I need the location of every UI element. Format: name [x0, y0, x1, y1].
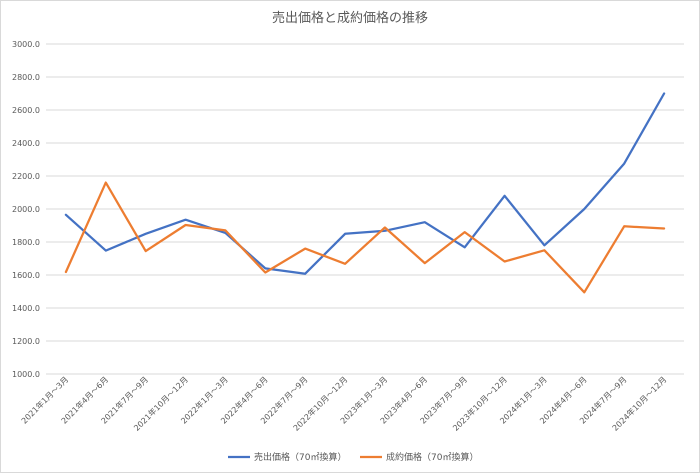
series-1-point — [463, 246, 465, 248]
series-2-point — [264, 271, 266, 273]
series-line-2 — [64, 181, 666, 294]
series-2-point — [144, 250, 146, 252]
series-2-point — [424, 262, 426, 264]
series-1-point — [503, 195, 505, 197]
series-2-point — [304, 247, 306, 249]
y-tick-label: 2600.0 — [12, 106, 40, 115]
series-1-point — [344, 233, 346, 235]
series-2-point — [184, 224, 186, 226]
series-1-point — [304, 272, 306, 274]
y-tick-label: 1400.0 — [12, 304, 40, 313]
y-tick-label: 3000.0 — [12, 40, 40, 49]
series-1-point — [184, 219, 186, 221]
y-tick-label: 1000.0 — [12, 370, 40, 379]
series-2-point — [224, 229, 226, 231]
series-1-point — [384, 230, 386, 232]
series-1-point — [623, 162, 625, 164]
y-tick-label: 2400.0 — [12, 139, 40, 148]
y-tick-label: 1800.0 — [12, 238, 40, 247]
y-tick-label: 2000.0 — [12, 205, 40, 214]
series-1-point — [583, 208, 585, 210]
series-2-point — [623, 225, 625, 227]
series-1-point — [105, 249, 107, 251]
series-1-point — [424, 221, 426, 223]
series-2-point — [105, 181, 107, 183]
chart-title: 売出価格と成約価格の推移 — [272, 10, 428, 26]
series-line-1 — [64, 92, 666, 275]
series-2-point — [384, 226, 386, 228]
y-tick-label: 1200.0 — [12, 337, 40, 346]
series-2-point — [663, 227, 665, 229]
series-2-point — [65, 271, 67, 273]
series-2-point — [583, 291, 585, 293]
y-tick-label: 2200.0 — [12, 172, 40, 181]
y-tick-label: 2800.0 — [12, 73, 40, 82]
series-1-point — [144, 233, 146, 235]
series-1-point — [65, 214, 67, 216]
series-1-point — [543, 244, 545, 246]
series-2-point — [503, 260, 505, 262]
series-2-point — [543, 249, 545, 251]
legend-label-1: 売出価格（70㎡換算） — [254, 451, 346, 463]
series-2-point — [344, 263, 346, 265]
series-1-point — [264, 267, 266, 269]
y-tick-label: 1600.0 — [12, 271, 40, 280]
series-1-point — [663, 92, 665, 94]
series-2-point — [463, 231, 465, 233]
legend-label-2: 成約価格（70㎡換算） — [386, 451, 478, 463]
